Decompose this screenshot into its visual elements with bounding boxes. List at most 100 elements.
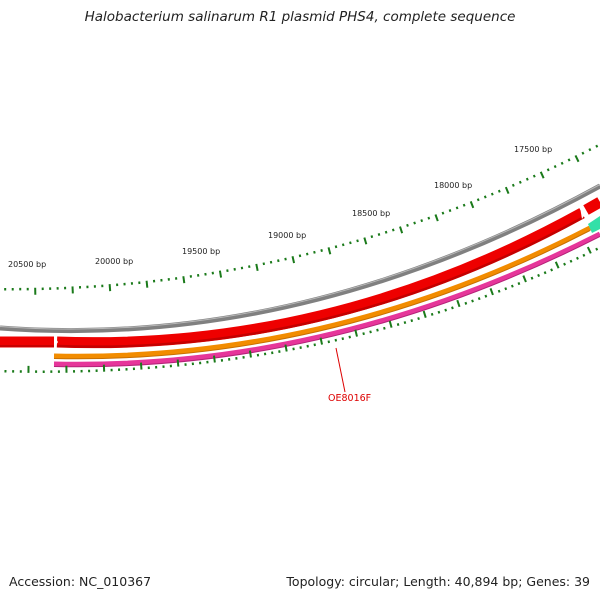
- outer-minor-tick: [553, 164, 557, 169]
- outer-minor-tick: [298, 254, 302, 258]
- outer-minor-tick: [427, 216, 431, 220]
- inner-minor-tick: [576, 256, 579, 260]
- outer-major-tick: [218, 270, 223, 278]
- outer-minor-tick: [490, 192, 494, 196]
- inner-minor-tick: [417, 317, 420, 321]
- outer-minor-tick: [384, 230, 388, 234]
- inner-major-tick: [522, 275, 527, 283]
- outer-minor-tick: [483, 195, 487, 199]
- outer-minor-tick: [455, 206, 459, 210]
- orange-feature-shade: [53, 230, 591, 360]
- outer-minor-tick: [269, 260, 273, 264]
- inner-major-tick: [422, 310, 427, 318]
- inner-minor-tick: [510, 284, 514, 288]
- inner-minor-tick: [537, 273, 540, 278]
- orange-feature-band: [53, 225, 592, 359]
- gene-label-leader: [335, 347, 346, 393]
- inner-minor-tick: [504, 287, 508, 291]
- inner-major-tick: [586, 246, 592, 254]
- inner-minor-tick: [471, 299, 474, 303]
- inner-minor-tick: [477, 297, 481, 301]
- cds-arrow-head-right: [580, 207, 586, 219]
- inner-minor-tick: [403, 321, 407, 325]
- outer-major-tick: [363, 237, 368, 245]
- outer-minor-tick: [284, 257, 287, 261]
- outer-minor-tick: [349, 241, 352, 245]
- scale-label: 17500 bp: [514, 145, 552, 154]
- inner-minor-tick: [410, 319, 414, 323]
- inner-minor-tick: [563, 262, 566, 266]
- outer-major-tick: [539, 171, 545, 179]
- outer-minor-tick: [518, 180, 522, 184]
- inner-minor-tick: [376, 328, 379, 332]
- outer-minor-tick: [356, 239, 359, 243]
- cds-feature-main: [56, 208, 585, 349]
- outer-minor-tick: [560, 161, 564, 165]
- scale-label: 19000 bp: [268, 231, 306, 240]
- inner-minor-tick: [334, 338, 338, 342]
- cds-arrow-head: [54, 336, 58, 348]
- outer-major-tick: [399, 226, 404, 234]
- inner-minor-tick: [582, 253, 586, 257]
- outer-minor-tick: [320, 249, 323, 252]
- topology-label: Topology: circular; Length: 40,894 bp; G…: [286, 574, 590, 589]
- outer-minor-tick: [588, 148, 592, 152]
- inner-minor-tick: [313, 343, 316, 347]
- inner-major-tick: [554, 261, 560, 269]
- teal-feature: [588, 216, 600, 233]
- outer-minor-tick: [420, 219, 424, 223]
- outer-minor-tick: [581, 151, 585, 155]
- inner-minor-tick: [595, 247, 599, 251]
- outer-minor-tick: [334, 245, 338, 249]
- inner-minor-tick: [569, 259, 573, 263]
- outer-minor-tick: [277, 259, 280, 263]
- inner-minor-tick: [464, 301, 468, 305]
- outer-major-tick: [327, 247, 332, 255]
- outer-minor-tick: [595, 144, 599, 148]
- scale-label: 20500 bp: [8, 260, 46, 269]
- outer-minor-tick: [448, 209, 452, 213]
- outer-major-tick: [291, 256, 296, 264]
- outer-major-tick: [504, 186, 510, 194]
- outer-minor-tick: [413, 221, 416, 225]
- outer-major-tick: [434, 214, 439, 222]
- inner-major-tick: [354, 329, 358, 337]
- inner-major-tick: [388, 320, 393, 328]
- pink-feature-shade: [53, 236, 600, 368]
- outer-minor-tick: [262, 262, 266, 266]
- scale-label: 18500 bp: [352, 209, 390, 218]
- outer-major-tick: [145, 280, 149, 288]
- gene-label-oe8016f: OE8016F: [328, 393, 371, 404]
- inner-minor-tick: [444, 308, 448, 312]
- outer-major-tick: [182, 276, 186, 284]
- accession-label: Accession: NC_010367: [9, 574, 152, 589]
- scale-label: 20000 bp: [95, 257, 133, 266]
- scale-label: 19500 bp: [182, 247, 220, 256]
- inner-minor-tick: [550, 268, 554, 272]
- inner-minor-tick: [543, 271, 547, 275]
- inner-minor-tick: [484, 294, 488, 298]
- inner-minor-tick: [497, 289, 501, 293]
- inner-minor-tick: [517, 282, 521, 286]
- outer-minor-tick: [511, 183, 515, 187]
- outer-minor-tick: [462, 203, 466, 207]
- scale-labels: 20500 bp 20000 bp 19500 bp 19000 bp 18500 bp…: [8, 145, 552, 269]
- outer-minor-tick: [406, 223, 409, 227]
- inner-scale-ticks: [4, 246, 599, 373]
- inner-minor-tick: [341, 337, 345, 341]
- outer-major-tick: [574, 155, 580, 163]
- inner-major-tick: [284, 344, 288, 352]
- outer-major-tick: [469, 200, 475, 209]
- inner-minor-tick: [383, 326, 386, 330]
- inner-major-tick: [176, 359, 180, 367]
- outer-minor-tick: [525, 177, 529, 181]
- inner-major-tick: [489, 288, 494, 296]
- outer-minor-tick: [476, 198, 480, 202]
- inner-major-tick: [319, 337, 324, 345]
- pink-feature-band: [53, 231, 600, 367]
- inner-minor-tick: [430, 312, 434, 316]
- inner-minor-tick: [437, 310, 441, 314]
- outer-minor-tick: [377, 232, 381, 236]
- inner-minor-tick: [530, 276, 534, 280]
